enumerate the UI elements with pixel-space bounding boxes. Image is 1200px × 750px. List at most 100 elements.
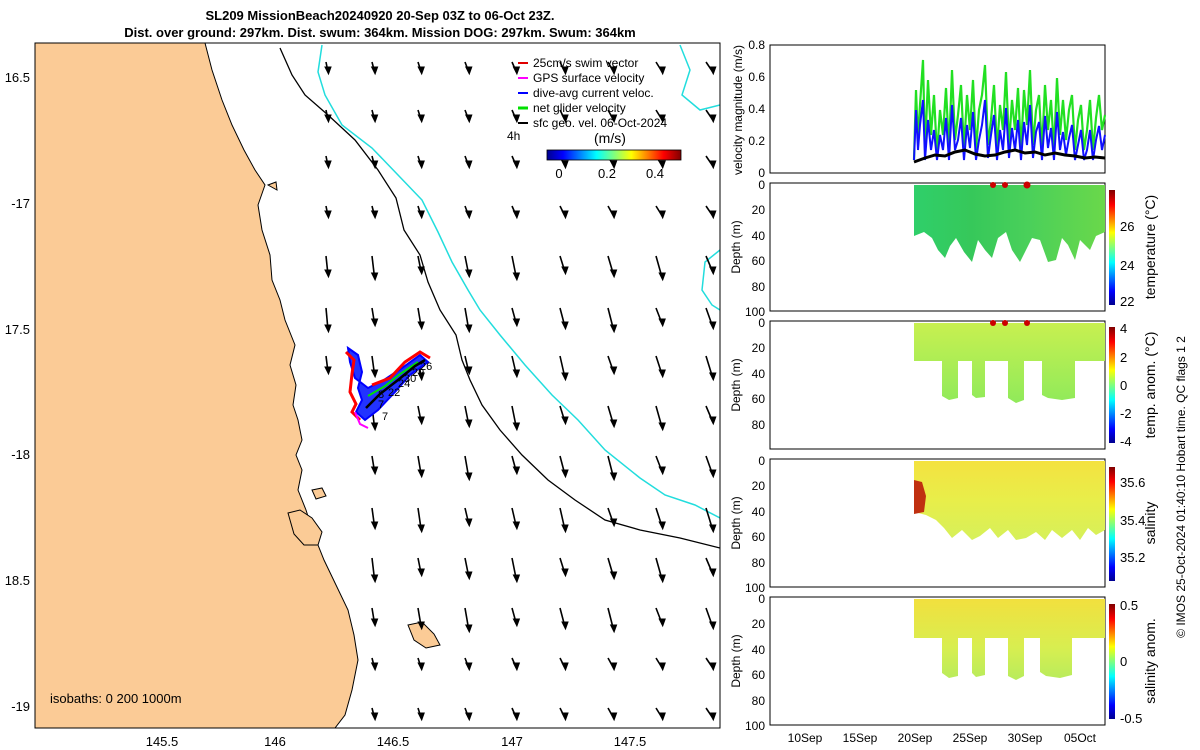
ytick: 0 xyxy=(758,316,765,330)
velocity-arrow-head xyxy=(561,568,569,578)
cbar-tick: -2 xyxy=(1120,406,1132,421)
lon-tick: 145.5 xyxy=(146,734,179,749)
temperature-panel: 0 20 40 60 80 100 Depth (m) 26 24 22 tem… xyxy=(729,178,1158,319)
track-label-4: 22 xyxy=(388,387,400,399)
lat-tick: -19 xyxy=(11,699,30,714)
salinity-anom-panel: 0 20 40 60 80 100 Depth (m) 0.5 0 -0.5 s… xyxy=(729,592,1158,733)
xtick: 30Sep xyxy=(1008,731,1043,745)
ytick: 60 xyxy=(752,530,766,544)
lat-tick: -17 xyxy=(11,196,30,211)
velocity-arrow-head xyxy=(417,210,425,220)
salinity-anom-cbar-ticks: 0.5 0 -0.5 xyxy=(1120,598,1142,726)
isobath-1000m-east2 xyxy=(701,249,720,311)
ytick: 0.8 xyxy=(748,38,765,52)
ytick: 80 xyxy=(752,694,766,708)
velocity-arrow-head xyxy=(658,210,666,220)
velocity-arrow-head xyxy=(512,369,521,379)
velocity-arrow-head xyxy=(512,618,521,628)
warm-spot xyxy=(990,182,996,188)
velocity-arrow-head xyxy=(370,160,379,170)
temp-anom-panel: 0 20 40 60 80 Depth (m) 4 2 0 -2 -4 temp… xyxy=(729,316,1158,450)
velocity-arrow-head xyxy=(417,416,425,426)
velocity-arrow-head xyxy=(512,114,521,124)
track-label-6: 8 xyxy=(378,389,384,401)
salinity-high-patch xyxy=(914,480,926,514)
figure-title-line2: Dist. over ground: 297km. Dist. swum: 36… xyxy=(124,25,636,40)
cbar-tick: 35.2 xyxy=(1120,550,1145,565)
velocity-arrow-head xyxy=(417,321,425,331)
velocity-arrow-head xyxy=(609,571,618,581)
velocity-arrow-head xyxy=(658,318,666,328)
swim-vectors-west xyxy=(344,350,362,422)
isobath-200m xyxy=(279,47,720,549)
velocity-arrow-head xyxy=(370,422,379,432)
velocity-arrow-head xyxy=(417,621,425,631)
speed-colorbar xyxy=(546,149,682,161)
velocity-arrow-head xyxy=(609,624,618,634)
velocity-arrow-head xyxy=(324,366,332,376)
ytick: 40 xyxy=(752,367,766,381)
xtick: 10Sep xyxy=(788,731,823,745)
track-label-5: 7 xyxy=(378,399,384,411)
velocity-arrow-head xyxy=(370,521,379,531)
cbar-tick: 22 xyxy=(1120,294,1134,309)
ytick: 60 xyxy=(752,392,766,406)
ytick: 60 xyxy=(752,668,766,682)
velocity-arrow-head xyxy=(708,712,717,722)
velocity-arrow-head xyxy=(464,662,473,672)
xtick: 25Sep xyxy=(953,731,988,745)
velocity-arrow-head xyxy=(417,66,425,76)
velocity-arrow-head xyxy=(417,266,425,276)
temp-anom-colorbar xyxy=(1109,327,1115,443)
velocity-arrow-head xyxy=(464,160,473,170)
velocity-arrow-head xyxy=(370,369,379,379)
velocity-arrow-head xyxy=(512,422,521,432)
ytick: 40 xyxy=(752,229,766,243)
ytick: 0.2 xyxy=(748,134,765,148)
legend-time-marker: 4h xyxy=(507,129,520,143)
velocity-arrow-head xyxy=(708,662,717,672)
velocity-arrow-head xyxy=(464,366,473,376)
cbar-tick: 0.5 xyxy=(1120,598,1138,613)
velocity-arrow-head xyxy=(512,662,521,672)
warm-spot xyxy=(1023,181,1031,189)
velocity-arrow-head xyxy=(609,210,618,220)
velocity-arrow-head xyxy=(609,366,618,376)
figure-title-line1: SL209 MissionBeach20240920 20-Sep 03Z to… xyxy=(205,8,555,23)
map-border xyxy=(34,42,721,729)
xtick: 05Oct xyxy=(1064,731,1097,745)
warm-spot xyxy=(1002,182,1008,188)
lon-tick: 147 xyxy=(501,734,523,749)
velocity-arrow-head xyxy=(512,318,521,328)
temperature-cbar-ticks: 26 24 22 xyxy=(1120,219,1134,309)
legend-swim: 25cm/s swim vector xyxy=(533,56,638,70)
salinity-anom-yticks: 0 20 40 60 80 100 xyxy=(745,592,765,733)
velocity-arrow-head xyxy=(609,66,618,76)
colorbar-tick: 0.2 xyxy=(598,166,616,181)
cbar-tick: 2 xyxy=(1120,350,1127,365)
xtick: 20Sep xyxy=(898,731,933,745)
lat-tick: 17.5 xyxy=(5,322,30,337)
longitude-ticks: 145.5 146 146.5 147 147.5 xyxy=(146,734,647,749)
ytick: 100 xyxy=(745,719,765,733)
velocity-arrow-head xyxy=(561,469,569,479)
cbar-tick: 0 xyxy=(1120,378,1127,393)
velocity-arrow-head xyxy=(609,324,618,334)
velocity-arrow-head xyxy=(512,160,521,170)
map-panel: 26 29 30 24 22 7 8 7 16.5 -17 17.5 -18 1… xyxy=(5,42,721,749)
velocity-arrow-head xyxy=(464,419,473,429)
net-glider-velocity xyxy=(367,361,419,397)
surface-geo-velocity-series xyxy=(913,148,1106,164)
temperature-cbar-label: temperature (°C) xyxy=(1142,195,1158,299)
cbar-tick: -0.5 xyxy=(1120,711,1142,726)
velocity-arrow-head xyxy=(370,466,379,476)
lat-tick: -18 xyxy=(11,447,30,462)
salinity-section xyxy=(914,461,1105,540)
net-glider-velocity-series xyxy=(912,59,1107,161)
surface-velocity-arrows xyxy=(324,61,717,722)
velocity-arrow-head xyxy=(324,114,332,124)
lon-tick: 146 xyxy=(264,734,286,749)
temperature-colorbar xyxy=(1109,190,1115,305)
ytick: 0.6 xyxy=(748,70,765,84)
track-path xyxy=(365,358,426,409)
